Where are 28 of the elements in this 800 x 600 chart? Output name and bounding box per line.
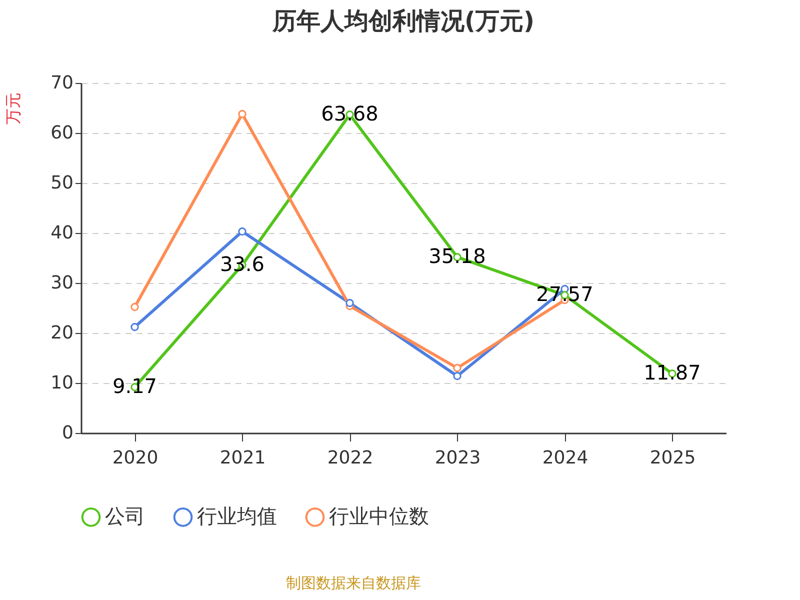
point: [238, 227, 246, 236]
point: [130, 302, 139, 312]
y-tick-label: 30: [50, 272, 74, 294]
x-tick-label: 2020: [112, 448, 158, 468]
y-tick-label: 60: [50, 122, 74, 144]
legend-label: 公司: [105, 504, 145, 528]
y-tick-label: 20: [50, 322, 74, 344]
y-tick-label: 0: [62, 422, 74, 444]
y-tick-label: 50: [50, 172, 74, 194]
point: [130, 322, 139, 332]
point: [453, 364, 462, 372]
x-tick-label: 2021: [220, 448, 266, 468]
legend-label: 行业中位数: [329, 504, 429, 528]
y-axis-title: 万元: [4, 92, 22, 124]
point: [346, 298, 354, 308]
y-tick-label: 70: [50, 72, 74, 94]
data-label: 63.68: [321, 102, 378, 126]
y-tick-label: 10: [50, 372, 74, 394]
point: [238, 110, 246, 118]
point: [453, 372, 462, 380]
x-tick-label: 2025: [650, 448, 696, 468]
x-tick-label: 2023: [434, 448, 481, 468]
y-tick-label: 40: [50, 222, 74, 244]
x-tick-label: 2022: [327, 448, 374, 468]
legend-label: 行业均值: [197, 504, 277, 528]
x-tick-label: 2024: [542, 448, 588, 468]
chart-title: 历年人均创利情况(万元): [272, 7, 534, 35]
text: 制图数据来自数据库: [286, 574, 421, 592]
